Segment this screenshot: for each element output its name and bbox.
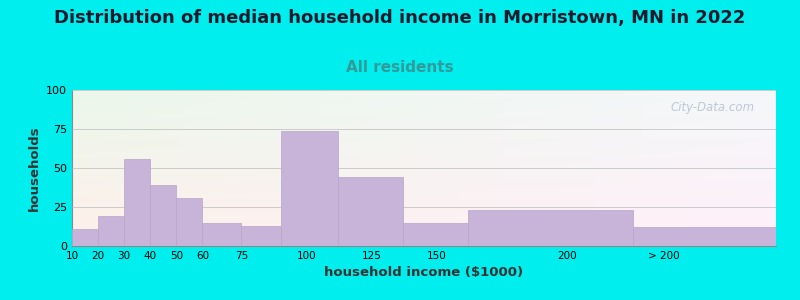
Bar [202,223,242,246]
X-axis label: household income ($1000): household income ($1000) [325,266,523,279]
Bar [633,227,776,246]
Bar [98,216,124,246]
Text: Distribution of median household income in Morristown, MN in 2022: Distribution of median household income … [54,9,746,27]
Bar [281,130,338,246]
Text: All residents: All residents [346,60,454,75]
Bar [124,159,150,246]
Bar [150,185,176,246]
Y-axis label: households: households [27,125,41,211]
Bar [468,210,633,246]
Bar [176,198,202,246]
Bar [72,229,98,246]
Text: City-Data.com: City-Data.com [670,101,755,114]
Bar [242,226,281,246]
Bar [403,223,468,246]
Bar [338,177,403,246]
